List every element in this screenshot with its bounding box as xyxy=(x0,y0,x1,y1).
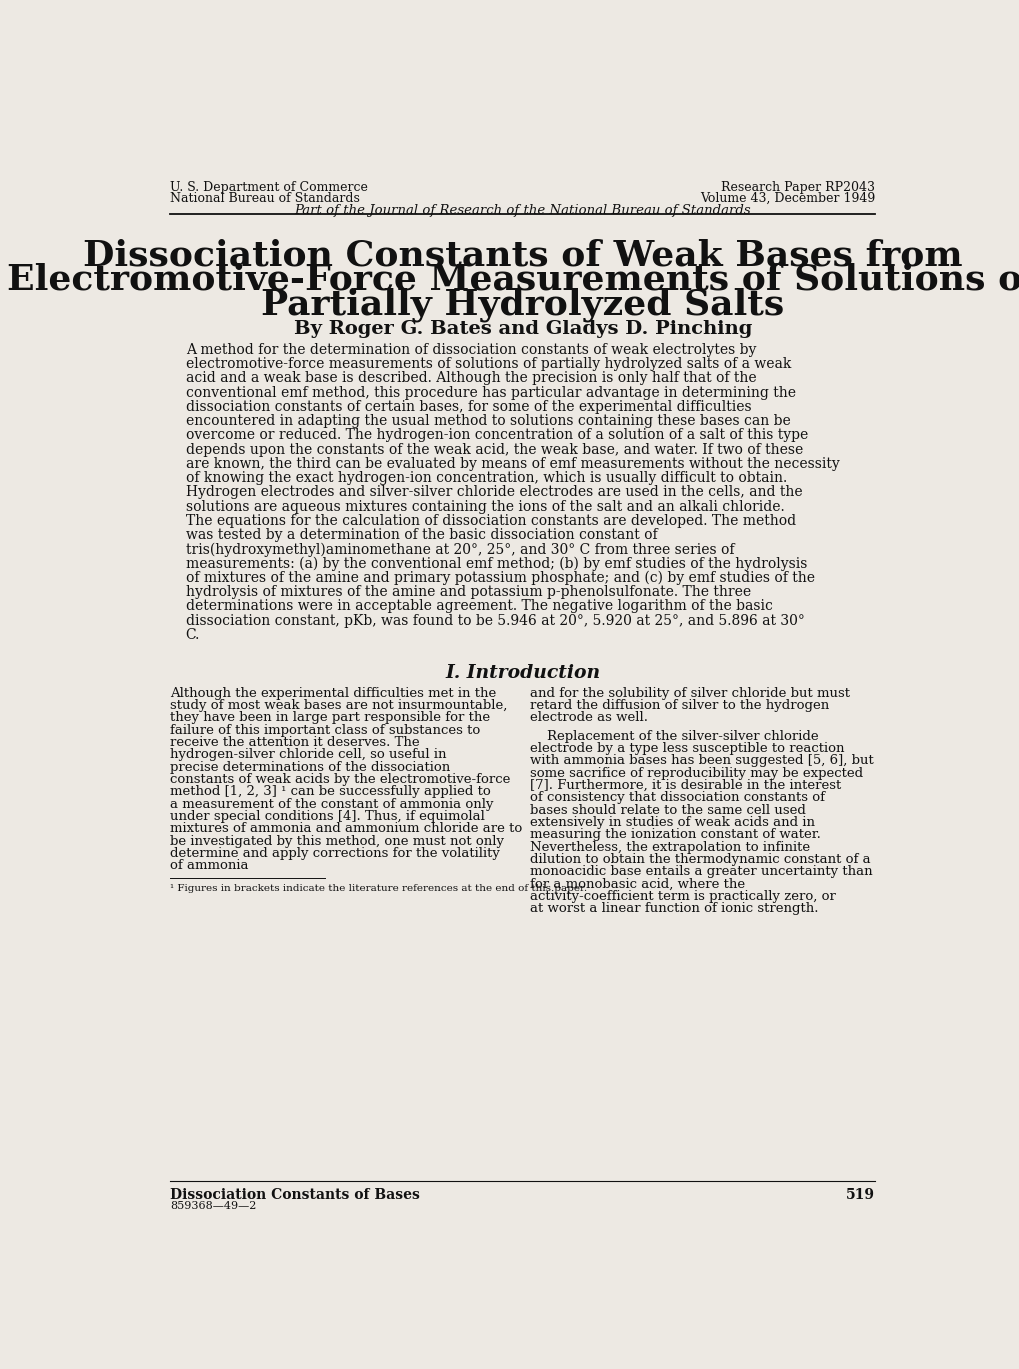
Text: of knowing the exact hydrogen-ion concentration, which is usually difficult to o: of knowing the exact hydrogen-ion concen… xyxy=(185,471,786,485)
Text: of consistency that dissociation constants of: of consistency that dissociation constan… xyxy=(530,791,824,805)
Text: constants of weak acids by the electromotive-force: constants of weak acids by the electromo… xyxy=(170,773,509,786)
Text: determine and apply corrections for the volatility: determine and apply corrections for the … xyxy=(170,847,499,860)
Text: dissociation constant, pKb, was found to be 5.946 at 20°, 5.920 at 25°, and 5.89: dissociation constant, pKb, was found to… xyxy=(185,613,804,627)
Text: tris(hydroxymethyl)aminomethane at 20°, 25°, and 30° C from three series of: tris(hydroxymethyl)aminomethane at 20°, … xyxy=(185,542,734,557)
Text: Electromotive-Force Measurements of Solutions of: Electromotive-Force Measurements of Solu… xyxy=(7,263,1019,297)
Text: Volume 43, December 1949: Volume 43, December 1949 xyxy=(699,192,874,205)
Text: with ammonia bases has been suggested [5, 6], but: with ammonia bases has been suggested [5… xyxy=(530,754,873,768)
Text: encountered in adapting the usual method to solutions containing these bases can: encountered in adapting the usual method… xyxy=(185,415,790,428)
Text: solutions are aqueous mixtures containing the ions of the salt and an alkali chl: solutions are aqueous mixtures containin… xyxy=(185,500,784,513)
Text: Replacement of the silver-silver chloride: Replacement of the silver-silver chlorid… xyxy=(530,730,818,743)
Text: A method for the determination of dissociation constants of weak electrolytes by: A method for the determination of dissoc… xyxy=(185,342,755,357)
Text: some sacrifice of reproducibility may be expected: some sacrifice of reproducibility may be… xyxy=(530,767,863,780)
Text: depends upon the constants of the weak acid, the weak base, and water. If two of: depends upon the constants of the weak a… xyxy=(185,442,802,457)
Text: hydrolysis of mixtures of the amine and potassium p-phenolsulfonate. The three: hydrolysis of mixtures of the amine and … xyxy=(185,585,750,600)
Text: electrode by a type less susceptible to reaction: electrode by a type less susceptible to … xyxy=(530,742,844,756)
Text: of ammonia: of ammonia xyxy=(170,860,249,872)
Text: bases should relate to the same cell used: bases should relate to the same cell use… xyxy=(530,804,806,817)
Text: are known, the third can be evaluated by means of emf measurements without the n: are known, the third can be evaluated by… xyxy=(185,457,839,471)
Text: C.: C. xyxy=(185,628,200,642)
Text: measurements: (a) by the conventional emf method; (b) by emf studies of the hydr: measurements: (a) by the conventional em… xyxy=(185,557,806,571)
Text: be investigated by this method, one must not only: be investigated by this method, one must… xyxy=(170,835,503,847)
Text: extensively in studies of weak acids and in: extensively in studies of weak acids and… xyxy=(530,816,815,830)
Text: and for the solubility of silver chloride but must: and for the solubility of silver chlorid… xyxy=(530,687,850,700)
Text: dilution to obtain the thermodynamic constant of a: dilution to obtain the thermodynamic con… xyxy=(530,853,870,867)
Text: failure of this important class of substances to: failure of this important class of subst… xyxy=(170,724,480,737)
Text: precise determinations of the dissociation: precise determinations of the dissociati… xyxy=(170,761,450,773)
Text: activity-coefficient term is practically zero, or: activity-coefficient term is practically… xyxy=(530,890,836,904)
Text: was tested by a determination of the basic dissociation constant of: was tested by a determination of the bas… xyxy=(185,528,656,542)
Text: conventional emf method, this procedure has particular advantage in determining : conventional emf method, this procedure … xyxy=(185,386,795,400)
Text: 859368—49—2: 859368—49—2 xyxy=(170,1201,256,1210)
Text: Part of the Journal of Research of the National Bureau of Standards: Part of the Journal of Research of the N… xyxy=(294,204,750,218)
Text: a measurement of the constant of ammonia only: a measurement of the constant of ammonia… xyxy=(170,798,493,810)
Text: measuring the ionization constant of water.: measuring the ionization constant of wat… xyxy=(530,828,820,842)
Text: method [1, 2, 3] ¹ can be successfully applied to: method [1, 2, 3] ¹ can be successfully a… xyxy=(170,786,490,798)
Text: Partially Hydrolyzed Salts: Partially Hydrolyzed Salts xyxy=(261,287,784,322)
Text: receive the attention it deserves. The: receive the attention it deserves. The xyxy=(170,737,420,749)
Text: National Bureau of Standards: National Bureau of Standards xyxy=(170,192,360,205)
Text: Research Paper RP2043: Research Paper RP2043 xyxy=(720,181,874,194)
Text: acid and a weak base is described. Although the precision is only half that of t: acid and a weak base is described. Altho… xyxy=(185,371,755,386)
Text: determinations were in acceptable agreement. The negative logarithm of the basic: determinations were in acceptable agreem… xyxy=(185,600,771,613)
Text: U. S. Department of Commerce: U. S. Department of Commerce xyxy=(170,181,368,194)
Text: Although the experimental difficulties met in the: Although the experimental difficulties m… xyxy=(170,687,496,700)
Text: [7]. Furthermore, it is desirable in the interest: [7]. Furthermore, it is desirable in the… xyxy=(530,779,841,793)
Text: under special conditions [4]. Thus, if equimolal: under special conditions [4]. Thus, if e… xyxy=(170,810,484,823)
Text: 519: 519 xyxy=(846,1188,874,1202)
Text: Nevertheless, the extrapolation to infinite: Nevertheless, the extrapolation to infin… xyxy=(530,841,810,854)
Text: Dissociation Constants of Bases: Dissociation Constants of Bases xyxy=(170,1188,420,1202)
Text: overcome or reduced. The hydrogen-ion concentration of a solution of a salt of t: overcome or reduced. The hydrogen-ion co… xyxy=(185,428,807,442)
Text: electromotive-force measurements of solutions of partially hydrolyzed salts of a: electromotive-force measurements of solu… xyxy=(185,357,790,371)
Text: retard the diffusion of silver to the hydrogen: retard the diffusion of silver to the hy… xyxy=(530,700,828,712)
Text: I. Introduction: I. Introduction xyxy=(444,664,600,682)
Text: they have been in large part responsible for the: they have been in large part responsible… xyxy=(170,712,490,724)
Text: study of most weak bases are not insurmountable,: study of most weak bases are not insurmo… xyxy=(170,700,507,712)
Text: at worst a linear function of ionic strength.: at worst a linear function of ionic stre… xyxy=(530,902,818,916)
Text: ¹ Figures in brackets indicate the literature references at the end of this pape: ¹ Figures in brackets indicate the liter… xyxy=(170,884,587,893)
Text: By Roger G. Bates and Gladys D. Pinching: By Roger G. Bates and Gladys D. Pinching xyxy=(293,320,751,338)
Text: Dissociation Constants of Weak Bases from: Dissociation Constants of Weak Bases fro… xyxy=(83,238,962,272)
Text: electrode as well.: electrode as well. xyxy=(530,712,648,724)
Text: for a monobasic acid, where the: for a monobasic acid, where the xyxy=(530,878,745,891)
Text: of mixtures of the amine and primary potassium phosphate; and (c) by emf studies: of mixtures of the amine and primary pot… xyxy=(185,571,814,585)
Text: monoacidic base entails a greater uncertainty than: monoacidic base entails a greater uncert… xyxy=(530,865,872,879)
Text: Hydrogen electrodes and silver-silver chloride electrodes are used in the cells,: Hydrogen electrodes and silver-silver ch… xyxy=(185,486,802,500)
Text: dissociation constants of certain bases, for some of the experimental difficulti: dissociation constants of certain bases,… xyxy=(185,400,751,413)
Text: mixtures of ammonia and ammonium chloride are to: mixtures of ammonia and ammonium chlorid… xyxy=(170,823,522,835)
Text: hydrogen-silver chloride cell, so useful in: hydrogen-silver chloride cell, so useful… xyxy=(170,749,446,761)
Text: The equations for the calculation of dissociation constants are developed. The m: The equations for the calculation of dis… xyxy=(185,513,795,528)
